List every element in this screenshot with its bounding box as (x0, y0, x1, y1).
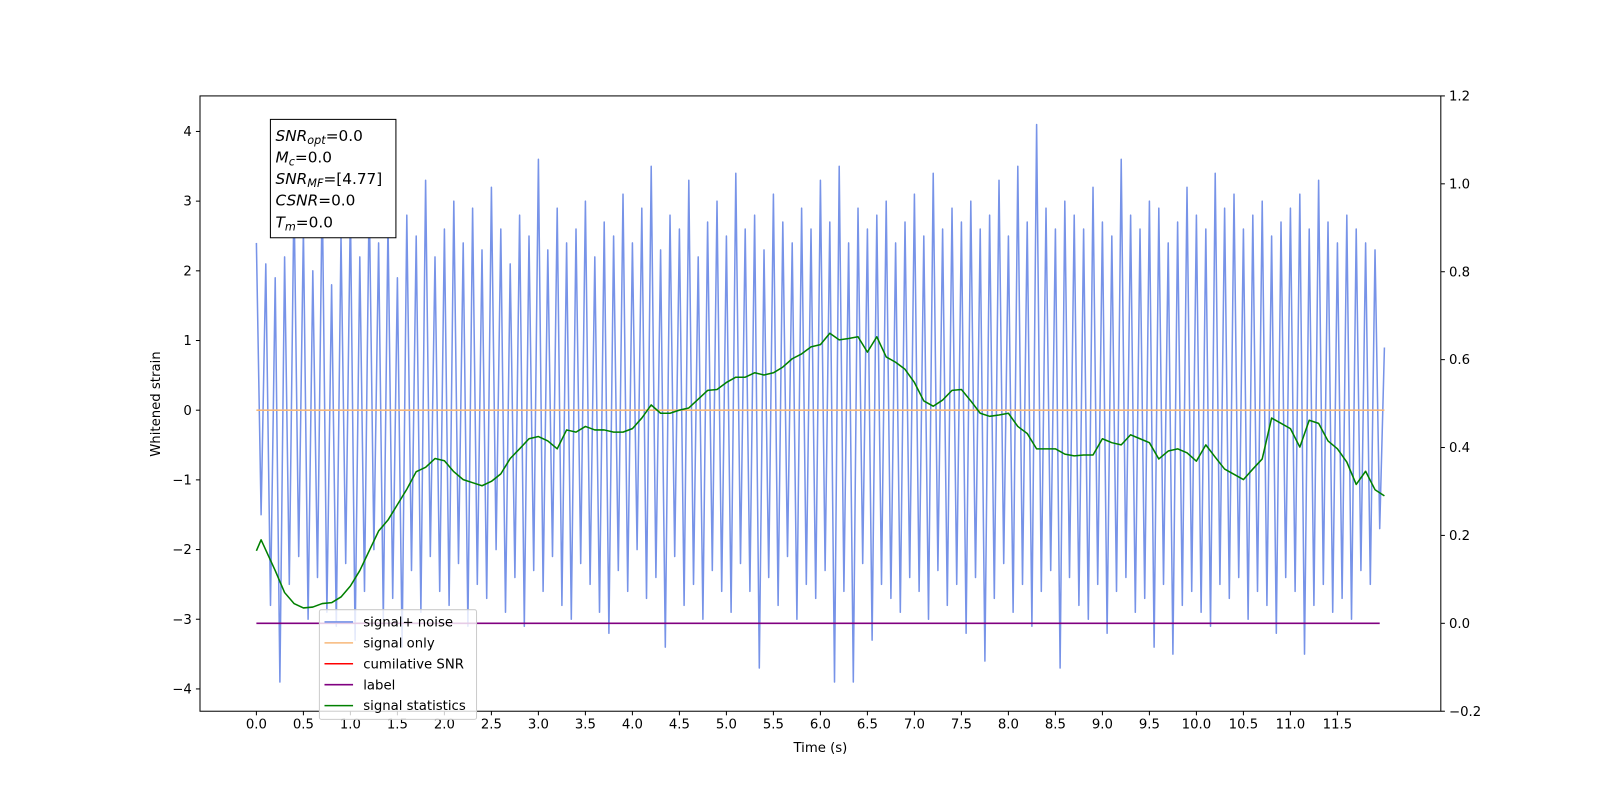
series-line (255, 332, 1385, 609)
legend-label: label (363, 678, 395, 693)
x-tick-label: 9.0 (1092, 718, 1113, 733)
y2-tick-label: −0.2 (1449, 705, 1481, 720)
annotation-text: Tm=0.0 (276, 213, 333, 233)
y-tick-label: −1 (172, 473, 192, 488)
x-tick-label: 4.5 (669, 718, 690, 733)
x-tick-label: 5.0 (716, 718, 737, 733)
y-tick-label: 1 (183, 334, 191, 349)
y-tick-label: −2 (172, 543, 192, 558)
x-tick-label: 3.5 (575, 718, 596, 733)
x-tick-label: 7.0 (904, 718, 925, 733)
legend-label: cumilative SNR (363, 657, 464, 672)
x-tick-label: 10.5 (1229, 718, 1259, 733)
x-tick-label: 1.5 (387, 718, 408, 733)
y2-tick-label: 0.0 (1449, 617, 1470, 632)
annotation-value: =0.0 (295, 148, 332, 166)
annotation-subscript: opt (307, 134, 326, 147)
x-tick-label: 4.0 (622, 718, 643, 733)
y2-tick-label: 0.4 (1449, 441, 1470, 456)
y2-tick-label: 0.8 (1449, 265, 1470, 280)
annotation-value: =0.0 (326, 127, 363, 145)
series-line (255, 123, 1386, 683)
y-tick-label: 4 (183, 125, 191, 140)
y-tick-label: 2 (183, 264, 191, 279)
x-tick-label: 6.5 (857, 718, 878, 733)
x-tick-label: 8.5 (1045, 718, 1066, 733)
annotation-symbol: M (276, 148, 289, 166)
annotation-frame (269, 118, 397, 239)
x-tick-label: 10.0 (1182, 718, 1212, 733)
y2-tick-label: 0.6 (1449, 353, 1470, 368)
x-tick-label: 2.5 (481, 718, 502, 733)
x-tick-label: 11.5 (1323, 718, 1353, 733)
annotation-box: SNRopt=0.0Mc=0.0SNRMF=[4.77]CSNR=0.0Tm=0… (269, 118, 397, 239)
overlay: 0.0 0.5 1.0 1.5 2.0 2.5 3.0 3.5 4.0 4.5 5.0 5.5 6.0 6… (172, 90, 1481, 733)
x-tick-label: 7.5 (951, 718, 972, 733)
x-tick-label: 5.5 (763, 718, 784, 733)
y-tick-label: −4 (172, 683, 192, 698)
plot-area (255, 123, 1386, 683)
legend-frame (318, 609, 478, 720)
annotation-symbol: CSNR (276, 192, 319, 210)
annotation-symbol: T (276, 213, 287, 231)
annotation-value: =[4.77] (323, 170, 382, 188)
y-axis-label: Whitened strain (149, 351, 164, 456)
legend-label: signal only (363, 636, 435, 651)
y2-tick-label: 0.2 (1449, 529, 1470, 544)
annotation-text: Mc=0.0 (276, 148, 333, 168)
annotation-subscript: m (285, 220, 296, 233)
y-tick-label: −3 (172, 613, 192, 628)
x-axis-label: Time (s) (792, 741, 847, 756)
x-tick-label: 0.0 (246, 718, 267, 733)
y2-tick-label: 1.2 (1449, 90, 1470, 105)
x-tick-label: 11.0 (1276, 718, 1306, 733)
annotation-text: CSNR=0.0 (276, 192, 356, 210)
y-tick-label: 0 (183, 404, 191, 419)
y-tick-label: 3 (183, 195, 191, 210)
legend: signal+ noise signal only cumilative SNR la… (318, 609, 478, 720)
annotation-subscript: MF (307, 177, 324, 190)
x-tick-label: 0.5 (293, 718, 314, 733)
legend-label: signal statistics (363, 699, 466, 714)
x-tick-label: 9.5 (1139, 718, 1160, 733)
annotation-symbol: SNR (276, 170, 308, 188)
x-tick-label: 6.0 (810, 718, 831, 733)
annotation-subscript: c (289, 155, 296, 168)
annotation-symbol: SNR (276, 127, 308, 145)
legend-label: signal+ noise (363, 616, 453, 631)
x-tick-label: 8.0 (998, 718, 1019, 733)
annotation-value: =0.0 (318, 192, 355, 210)
x-tick-label: 1.0 (340, 718, 361, 733)
annotation-value: =0.0 (296, 213, 333, 231)
y2-tick-label: 1.0 (1449, 177, 1470, 192)
x-tick-label: 3.0 (528, 718, 549, 733)
annotation-text: SNRopt=0.0 (276, 127, 363, 147)
annotation-text: SNRMF=[4.77] (276, 170, 383, 190)
x-tick-label: 2.0 (434, 718, 455, 733)
